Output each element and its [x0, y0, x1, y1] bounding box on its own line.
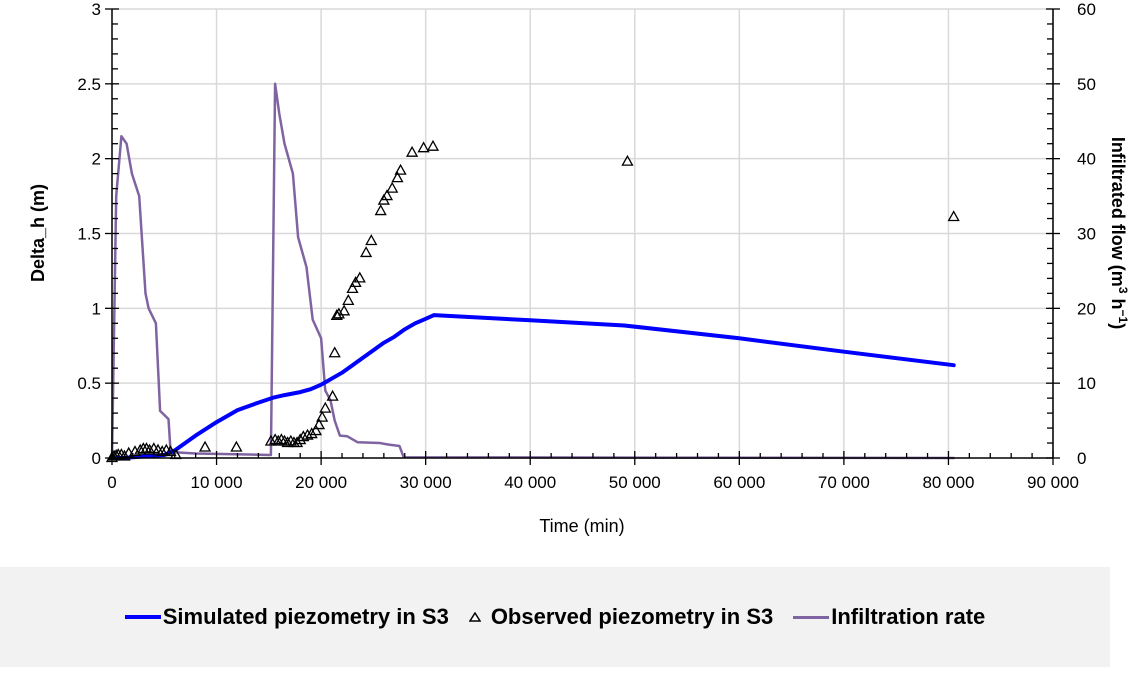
observed-point: [326, 389, 339, 401]
observed-point: [365, 234, 378, 246]
x-tick-label: 80 000: [922, 473, 974, 492]
y2-tick-label: 0: [1077, 449, 1086, 468]
x-tick-label: 90 000: [1027, 473, 1079, 492]
y2-title-sup2: −1: [1116, 310, 1130, 324]
legend-line-blue-icon: [124, 615, 161, 619]
axes: [105, 8, 1060, 465]
observed-point: [301, 428, 314, 440]
x-tick-label: 30 000: [400, 473, 452, 492]
y-tick-label: 0.5: [77, 374, 101, 393]
x-axis-title: Time (min): [539, 516, 624, 536]
legend-line-purple-icon: [793, 615, 830, 619]
observed-point: [417, 141, 430, 153]
observed-point: [297, 430, 310, 442]
observed-point: [359, 246, 373, 258]
observed-point: [391, 171, 404, 183]
observed-point: [394, 163, 407, 175]
y2-axis-title: Infiltrated flow (m3 h−1): [1108, 137, 1130, 329]
y-tick-label: 2: [92, 150, 101, 169]
observed-point: [281, 436, 294, 448]
y-tick-label: 2.5: [77, 75, 101, 94]
observed-point: [426, 139, 440, 151]
observed-point: [305, 427, 318, 439]
y2-tick-label: 30: [1077, 225, 1096, 244]
observed-point: [380, 189, 394, 201]
y2-tick-label: 20: [1077, 299, 1096, 318]
observed-point: [374, 204, 387, 216]
y2-title-main: Infiltrated flow (m: [1108, 137, 1128, 287]
observed-point: [309, 424, 322, 436]
chart: 0 10 000 20 000 30 000 40 000 50 000 60 000 70 …: [28, 0, 1130, 536]
y2-tick-label: 60: [1077, 0, 1096, 19]
observed-point: [353, 271, 366, 283]
observed-point: [947, 210, 960, 222]
observed-point: [269, 433, 282, 445]
gridlines: [112, 8, 1054, 458]
observed-point: [143, 443, 156, 455]
observed-point: [278, 434, 291, 446]
observed-point: [346, 282, 359, 294]
observed-point: [316, 410, 329, 422]
legend-label-infiltration: Infiltration rate: [831, 604, 986, 629]
x-tick-label: 60 000: [713, 473, 765, 492]
y-tick-label: 0: [92, 449, 101, 468]
observed-point: [342, 294, 355, 306]
y-tick-label: 3: [92, 0, 101, 19]
y2-tick-label: 40: [1077, 150, 1096, 169]
observed-point: [140, 442, 153, 454]
observed-point: [275, 433, 288, 445]
series-layer: [105, 82, 960, 463]
legend-item-observed: Observed piezometry in S3: [468, 604, 774, 630]
observed-point: [284, 434, 297, 446]
triangle-marker-icon: [468, 612, 481, 622]
observed-point: [156, 445, 169, 457]
tick-labels: 0 10 000 20 000 30 000 40 000 50 000 60 000 70 …: [77, 0, 1096, 492]
x-tick-label: 20 000: [295, 473, 347, 492]
observed-point: [332, 307, 345, 319]
x-tick-label: 10 000: [191, 473, 243, 492]
observed-point: [230, 440, 243, 452]
observed-point: [164, 445, 177, 457]
observed-point: [386, 181, 399, 193]
y-axis-title: Delta_h (m): [28, 184, 48, 282]
y2-title-mid: h: [1108, 294, 1128, 310]
legend: Simulated piezometry in S3 Observed piez…: [0, 567, 1110, 667]
observed-point: [328, 346, 341, 358]
y-tick-label: 1: [92, 299, 101, 318]
y2-title-sup1: 3: [1116, 287, 1130, 294]
observed-point: [290, 436, 304, 448]
observed-point: [118, 449, 131, 461]
observed-point: [405, 145, 419, 157]
x-tick-label: 70 000: [818, 473, 870, 492]
x-tick-label: 40 000: [504, 473, 556, 492]
y-tick-label: 1.5: [77, 225, 101, 244]
legend-item-simulated: Simulated piezometry in S3: [124, 604, 449, 630]
observed-point: [198, 440, 212, 452]
legend-label-observed: Observed piezometry in S3: [490, 604, 774, 629]
observed-point: [621, 154, 634, 166]
y2-tick-label: 10: [1077, 374, 1096, 393]
observed-point: [264, 434, 278, 446]
y2-title-end: ): [1108, 323, 1128, 329]
simulated-piezometry-line: [110, 313, 956, 460]
observed-point: [272, 434, 285, 446]
legend-item-infiltration: Infiltration rate: [793, 604, 985, 630]
observed-point: [338, 304, 351, 316]
observed-point: [319, 401, 332, 413]
x-tick-label: 50 000: [609, 473, 661, 492]
legend-label-simulated: Simulated piezometry in S3: [162, 604, 449, 629]
x-tick-label: 0: [107, 473, 116, 492]
y2-tick-label: 50: [1077, 75, 1096, 94]
observed-point: [312, 418, 326, 430]
infiltration-rate-line: [110, 82, 955, 460]
